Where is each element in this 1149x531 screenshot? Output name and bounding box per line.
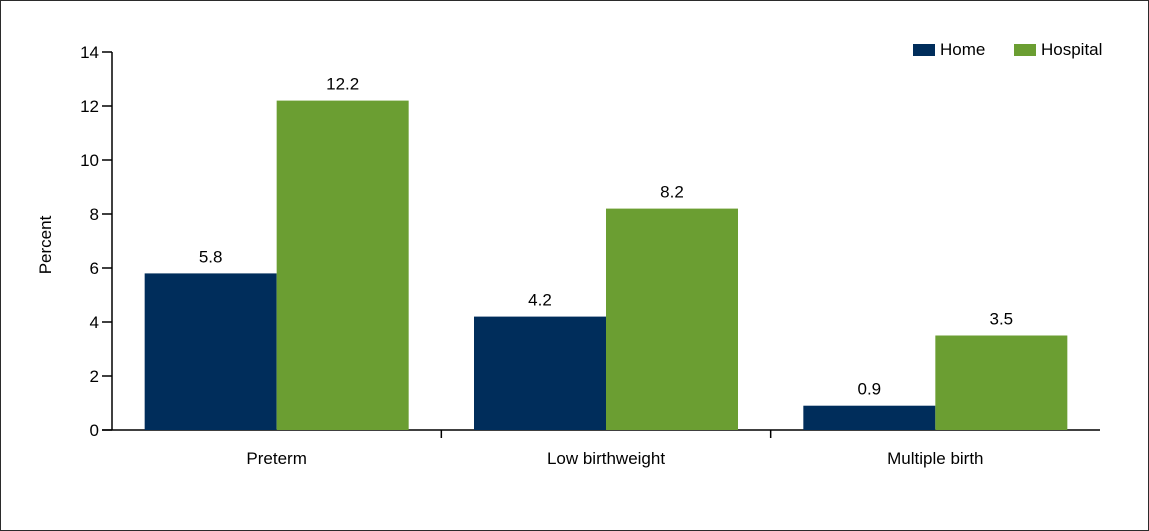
y-tick-label: 14 [80,43,99,62]
y-tick-label: 8 [90,205,99,224]
legend-swatch-home [913,44,935,56]
y-tick-label: 0 [90,421,99,440]
data-label: 3.5 [990,310,1014,329]
legend-swatch-hospital [1014,44,1036,56]
bar-home-preterm [144,273,277,430]
y-tick-label: 4 [90,313,99,332]
x-tick-label: Multiple birth [887,449,983,468]
bar-home-low-birthweight [474,316,606,430]
legend-label-hospital: Hospital [1041,40,1102,59]
bar-hospital-multiple-birth [935,335,1068,430]
data-label: 4.2 [528,291,552,310]
data-label: 0.9 [858,380,882,399]
y-axis-title: Percent [36,215,55,274]
bar-hospital-preterm [276,100,409,430]
bar-home-multiple-birth [803,405,936,430]
chart-labels: 5.8 12.2 Preterm 4.2 8.2 Low birthweight 0.9 3.… [199,75,1013,468]
x-tick-label: Low birthweight [547,449,665,468]
data-label: 12.2 [326,75,359,94]
chart-bars [144,100,1068,430]
x-tick-label: Preterm [246,449,306,468]
y-tick-label: 10 [80,151,99,170]
chart-legend: Home Hospital [913,40,1102,59]
legend-label-home: Home [940,40,985,59]
y-tick-label: 6 [90,259,99,278]
y-tick-label: 12 [80,97,99,116]
bar-hospital-low-birthweight [606,208,738,430]
y-tick-label: 2 [90,367,99,386]
data-label: 8.2 [660,183,684,202]
data-label: 5.8 [199,247,223,266]
